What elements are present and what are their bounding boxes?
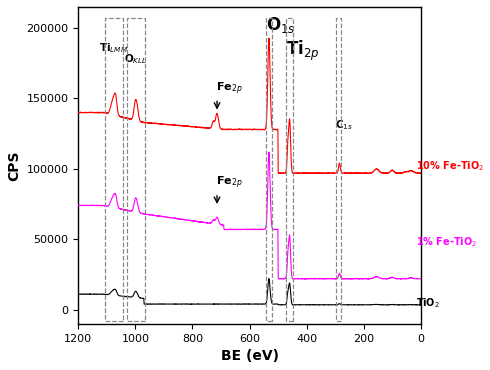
Text: Ti$_{LMM}$: Ti$_{LMM}$ [99, 41, 128, 55]
Text: O$_{KLL}$: O$_{KLL}$ [124, 52, 147, 66]
Bar [286, 18, 293, 321]
Text: 1% Fe-TiO$_2$: 1% Fe-TiO$_2$ [416, 235, 477, 249]
Text: 10% Fe-TiO$_2$: 10% Fe-TiO$_2$ [416, 159, 484, 173]
Bar [127, 18, 145, 321]
Text: Ti$_{2p}$: Ti$_{2p}$ [286, 39, 319, 63]
Text: O$_{1s}$: O$_{1s}$ [266, 15, 295, 35]
Bar [266, 18, 271, 321]
Bar [336, 18, 342, 321]
Text: C$_{1s}$: C$_{1s}$ [336, 118, 353, 132]
Text: Fe$_{2p}$: Fe$_{2p}$ [216, 81, 243, 97]
Y-axis label: CPS: CPS [7, 150, 21, 181]
Text: Fe$_{2p}$: Fe$_{2p}$ [216, 175, 243, 191]
X-axis label: BE (eV): BE (eV) [220, 349, 278, 363]
Text: TiO$_2$: TiO$_2$ [416, 296, 440, 310]
Bar [104, 18, 122, 321]
